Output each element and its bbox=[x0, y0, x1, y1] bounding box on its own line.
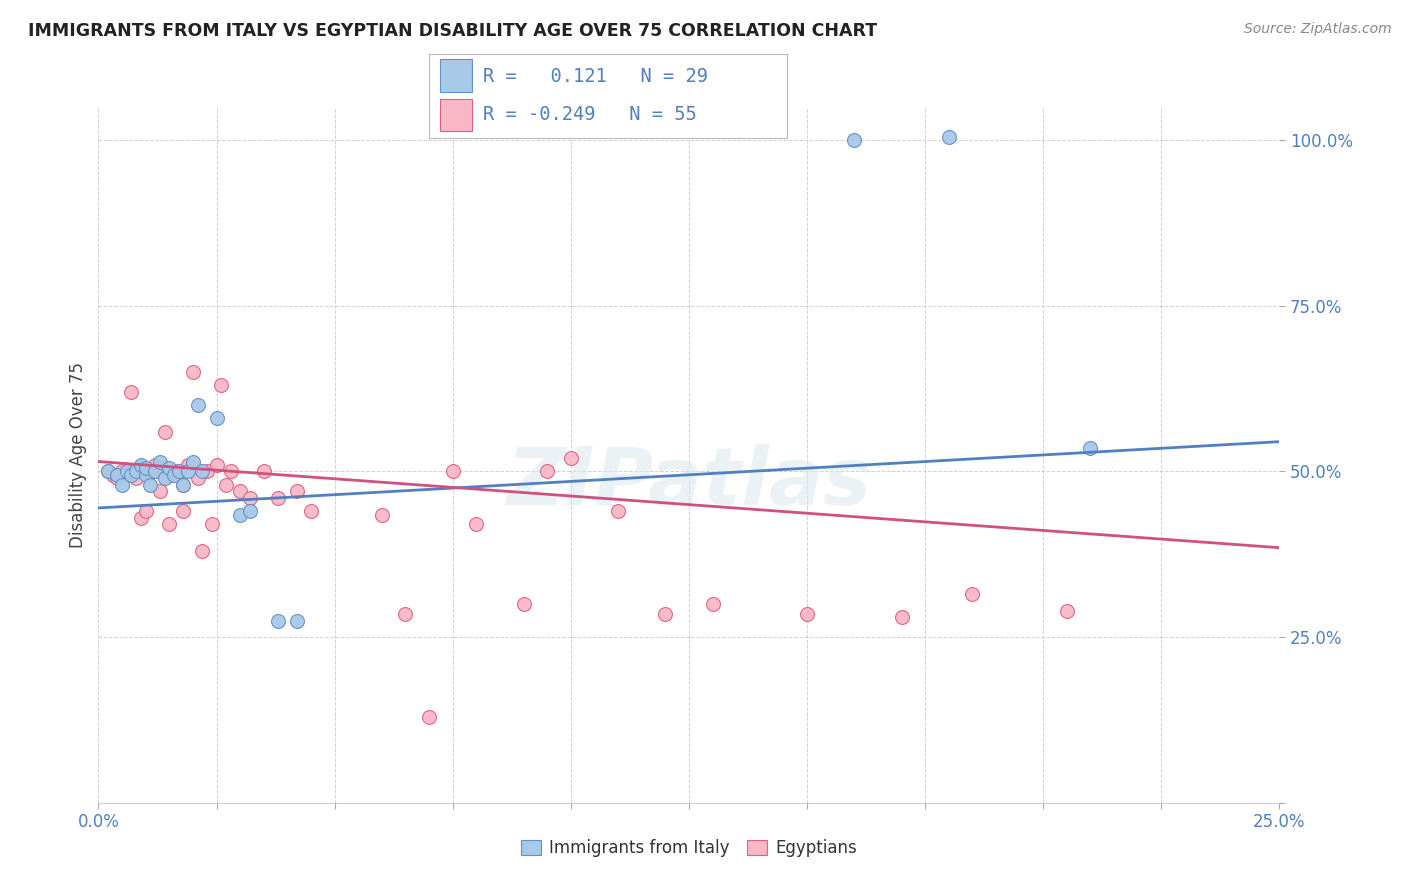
Text: R = -0.249   N = 55: R = -0.249 N = 55 bbox=[482, 105, 696, 124]
Point bbox=[267, 614, 290, 628]
Point bbox=[121, 384, 143, 399]
Point bbox=[962, 587, 984, 601]
Point bbox=[135, 465, 157, 479]
Point bbox=[139, 477, 162, 491]
Point bbox=[560, 451, 582, 466]
Point bbox=[149, 454, 172, 468]
Point bbox=[187, 471, 209, 485]
Point bbox=[229, 484, 252, 499]
Point bbox=[105, 467, 128, 482]
Point bbox=[1080, 442, 1102, 456]
Text: IMMIGRANTS FROM ITALY VS EGYPTIAN DISABILITY AGE OVER 75 CORRELATION CHART: IMMIGRANTS FROM ITALY VS EGYPTIAN DISABI… bbox=[28, 22, 877, 40]
Point bbox=[157, 517, 180, 532]
Point bbox=[371, 508, 394, 522]
Point bbox=[105, 471, 128, 485]
Point bbox=[125, 471, 148, 485]
Point bbox=[163, 465, 186, 479]
Point bbox=[191, 465, 214, 479]
Point bbox=[229, 508, 252, 522]
Point bbox=[97, 465, 120, 479]
Point bbox=[512, 597, 534, 611]
Point bbox=[129, 461, 152, 475]
Point bbox=[111, 465, 134, 479]
Point bbox=[205, 411, 228, 425]
Point bbox=[167, 465, 190, 479]
Point bbox=[239, 491, 262, 505]
Point bbox=[702, 597, 724, 611]
Point bbox=[139, 465, 162, 479]
Point bbox=[135, 504, 157, 518]
Point bbox=[115, 465, 138, 479]
Point bbox=[205, 458, 228, 472]
Text: Source: ZipAtlas.com: Source: ZipAtlas.com bbox=[1244, 22, 1392, 37]
Bar bbox=[440, 60, 472, 92]
Point bbox=[143, 465, 166, 479]
Point bbox=[209, 378, 232, 392]
Point bbox=[201, 517, 224, 532]
Point bbox=[181, 454, 204, 468]
Point bbox=[195, 465, 218, 479]
Point bbox=[267, 491, 290, 505]
Point bbox=[844, 133, 866, 147]
Point bbox=[191, 544, 214, 558]
Point bbox=[153, 425, 176, 439]
Point bbox=[890, 610, 912, 624]
Point bbox=[654, 607, 676, 621]
Point bbox=[465, 517, 488, 532]
Point bbox=[125, 465, 148, 479]
Point bbox=[149, 484, 172, 499]
Point bbox=[101, 467, 124, 482]
Point bbox=[607, 504, 630, 518]
Point bbox=[129, 511, 152, 525]
Point bbox=[253, 465, 276, 479]
Point bbox=[215, 477, 238, 491]
Point bbox=[796, 607, 818, 621]
Bar bbox=[440, 99, 472, 131]
Point bbox=[172, 504, 194, 518]
Point bbox=[153, 471, 176, 485]
Point bbox=[115, 467, 138, 482]
Point bbox=[938, 129, 960, 144]
Text: ZIPatlas: ZIPatlas bbox=[506, 443, 872, 522]
Point bbox=[111, 477, 134, 491]
Text: R =   0.121   N = 29: R = 0.121 N = 29 bbox=[482, 67, 707, 86]
Point bbox=[135, 467, 157, 482]
Point bbox=[157, 467, 180, 482]
Point bbox=[1056, 604, 1078, 618]
Point bbox=[177, 465, 200, 479]
Point bbox=[143, 458, 166, 472]
Point bbox=[299, 504, 322, 518]
Point bbox=[172, 477, 194, 491]
Point bbox=[135, 461, 157, 475]
Point bbox=[219, 465, 242, 479]
Point bbox=[157, 461, 180, 475]
Point bbox=[239, 504, 262, 518]
Point bbox=[394, 607, 416, 621]
Point bbox=[285, 484, 308, 499]
Point bbox=[129, 458, 152, 472]
Y-axis label: Disability Age Over 75: Disability Age Over 75 bbox=[69, 362, 87, 548]
Point bbox=[143, 465, 166, 479]
Point bbox=[172, 477, 194, 491]
Point bbox=[177, 458, 200, 472]
Point bbox=[285, 614, 308, 628]
Point bbox=[163, 467, 186, 482]
Point bbox=[181, 365, 204, 379]
Point bbox=[121, 467, 143, 482]
Point bbox=[167, 465, 190, 479]
Legend: Immigrants from Italy, Egyptians: Immigrants from Italy, Egyptians bbox=[515, 833, 863, 864]
Point bbox=[418, 709, 440, 723]
Point bbox=[97, 465, 120, 479]
Point bbox=[149, 461, 172, 475]
Point bbox=[536, 465, 558, 479]
Point bbox=[187, 398, 209, 412]
Point bbox=[441, 465, 464, 479]
Point bbox=[125, 465, 148, 479]
